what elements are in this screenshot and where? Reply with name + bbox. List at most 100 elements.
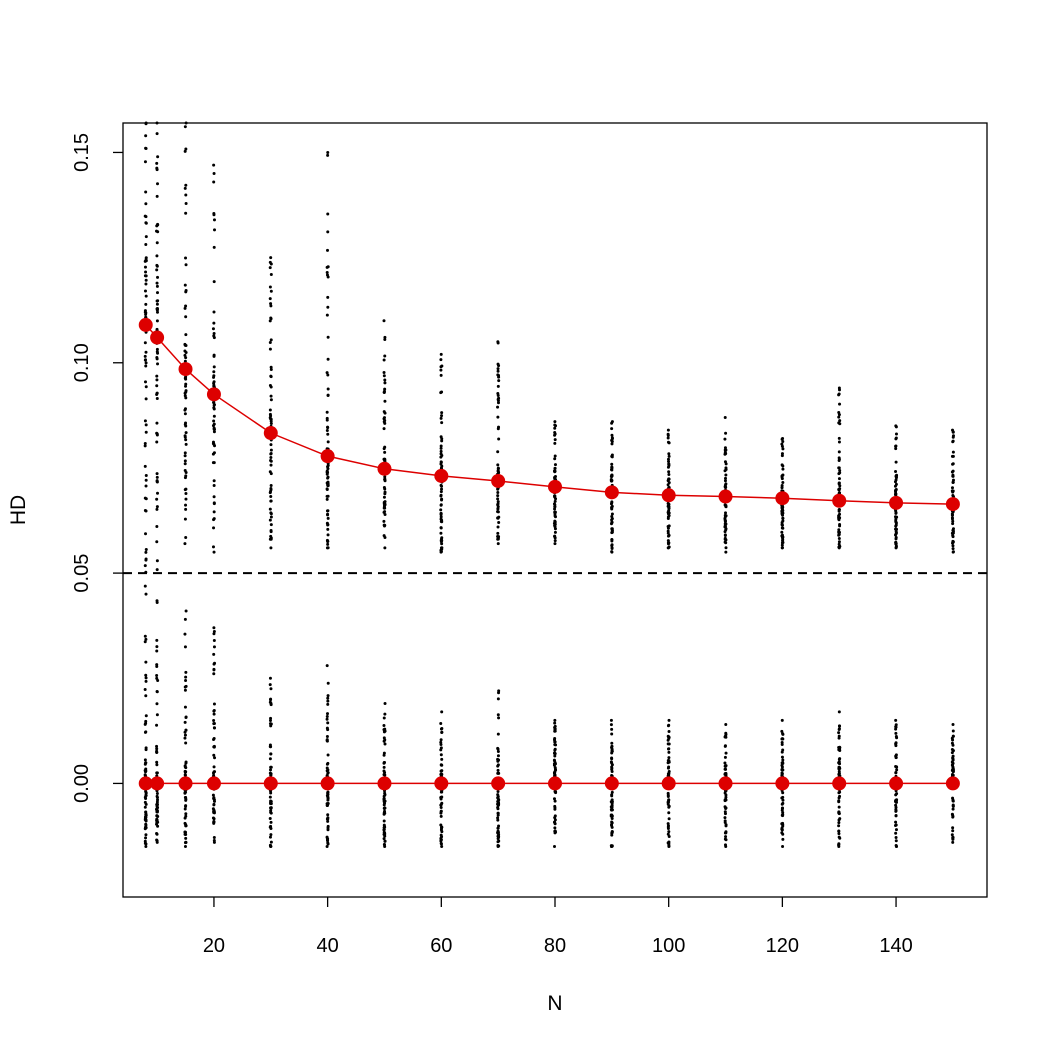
scatter-point [382,524,386,528]
scatter-point [382,736,386,740]
scatter-point [837,829,841,833]
scatter-point [144,592,148,596]
scatter-point [155,807,159,811]
scatter-point [269,768,273,772]
scatter-point [183,476,187,480]
x-tick-label: 120 [766,935,799,957]
scatter-point [212,171,216,175]
scatter-point [780,475,784,479]
scatter-point [144,270,148,274]
scatter-point [184,431,188,435]
scatter-point [951,723,955,727]
scatter-point [610,774,614,777]
scatter-point [212,765,216,769]
y-tick-label: 0.15 [71,133,93,172]
series-point [604,485,619,500]
scatter-point [667,730,671,734]
scatter-point [155,559,159,563]
series-1 [138,317,960,512]
scatter-point [553,463,557,467]
scatter-point [383,546,387,550]
scatter-point [894,542,898,546]
scatter-point [666,802,670,806]
scatter-point [155,524,159,528]
scatter-point [144,637,148,641]
scatter-point [496,525,500,529]
scatter-point [724,522,728,526]
scatter-point [610,727,614,731]
scatter-point [325,273,329,277]
scatter-point [496,401,500,405]
scatter-point [183,451,187,455]
scatter-point [144,474,148,478]
scatter-point [326,476,330,480]
scatter-point [666,510,670,514]
scatter-point [666,428,670,432]
scatter-point [184,375,188,379]
scatter-point [155,638,159,642]
scatter-point [269,820,273,824]
scatter-point [326,527,330,531]
scatter-point [184,389,188,393]
scatter-point [184,836,188,840]
scatter-point [212,384,216,388]
scatter-point [325,313,329,317]
scatter-point [610,794,614,798]
scatter-point [837,771,841,775]
scatter-point [723,479,727,483]
scatter-point [144,761,148,765]
scatter-point [554,515,557,519]
scatter-point [723,540,727,544]
scatter-point [269,495,273,499]
scatter-point [837,413,841,417]
scatter-point [143,770,147,774]
scatter-point [837,386,841,390]
scatter-point [211,771,215,775]
scatter-point [155,306,159,310]
scatter-point [610,473,614,477]
scatter-point [723,761,727,765]
scatter-point [326,150,330,154]
scatter-point [667,845,671,849]
scatter-point [667,756,671,760]
scatter-point [155,281,159,285]
scatter-point [184,790,188,794]
scatter-point [553,542,557,546]
scatter-point [155,838,159,842]
scatter-point [155,241,159,245]
scatter-point [666,738,670,742]
scatter-point [383,492,387,496]
scatter-point [212,803,216,807]
scatter-point [439,416,443,420]
scatter-point [184,211,188,215]
scatter-point [780,444,784,448]
scatter-point [155,440,159,444]
scatter-point [781,760,785,764]
scatter-point [667,805,671,809]
scatter-point [213,661,217,665]
scatter-point [894,460,898,464]
scatter-point [666,483,670,487]
scatter-point [269,483,273,487]
scatter-point [184,147,188,151]
scatter-point [269,452,273,456]
scatter-point [781,526,785,530]
scatter-point [325,845,329,849]
scatter-point [837,728,841,732]
scatter-point [212,426,216,430]
scatter-point [184,507,188,511]
scatter-point [213,228,216,232]
scatter-point [496,535,500,539]
scatter-point [440,411,444,415]
scatter-point [610,798,614,802]
scatter-point [552,521,556,525]
scatter-point [326,464,330,468]
scatter-point [724,546,728,550]
scatter-point [325,712,329,716]
scatter-point [269,698,273,702]
scatter-point [610,546,614,550]
scatter-point [837,533,841,537]
scatter-point [837,824,841,828]
scatter-point [440,537,444,541]
scatter-point [383,354,387,358]
